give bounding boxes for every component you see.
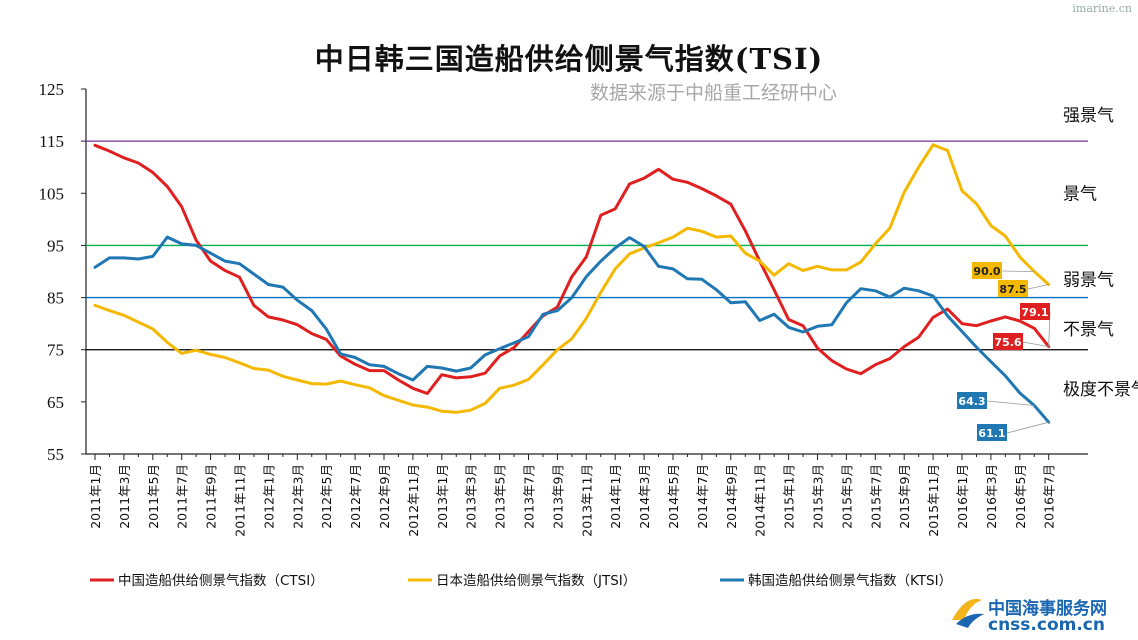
data-label-box	[977, 424, 1007, 441]
series-line-0	[93, 143, 1051, 395]
x-tick-label: 2016年1月	[955, 464, 970, 529]
zone-label: 极度不景气	[1063, 380, 1138, 400]
data-label: 90.0	[973, 265, 1000, 278]
x-tick-label: 2011年5月	[146, 464, 161, 529]
data-label-leader	[1022, 341, 1049, 347]
x-tick-label: 2013年11月	[579, 464, 594, 537]
legend-label: 韩国造船供给侧景气指数（KTSI）	[748, 573, 952, 589]
x-tick-label: 2013年1月	[435, 464, 450, 529]
brand-name: 中国海事服务网	[988, 599, 1107, 619]
x-tick-label: 2014年5月	[666, 464, 681, 529]
brand-logo-icon	[952, 598, 984, 628]
data-label-box	[1020, 303, 1050, 320]
zone-label: 弱景气	[1063, 270, 1114, 290]
y-tick-label: 105	[39, 184, 65, 203]
y-tick-label: 75	[47, 341, 64, 360]
x-tick-label: 2015年1月	[782, 464, 797, 529]
x-tick-label: 2013年9月	[550, 464, 565, 529]
x-tick-label: 2015年11月	[926, 464, 941, 537]
data-label-box	[957, 392, 987, 409]
data-label-box	[998, 280, 1028, 297]
x-tick-label: 2016年7月	[1042, 464, 1057, 529]
data-label-box	[993, 333, 1023, 350]
zone-label: 强景气	[1063, 106, 1114, 126]
x-tick-label: 2012年1月	[261, 464, 276, 529]
x-tick-label: 2015年7月	[868, 464, 883, 529]
data-label: 79.1	[1021, 306, 1048, 319]
data-label-leader	[1006, 421, 1049, 434]
x-tick-label: 2011年1月	[88, 464, 103, 529]
legend-label: 日本造船供给侧景气指数（JTSI）	[436, 573, 636, 589]
data-label: 87.5	[999, 283, 1026, 296]
x-tick-label: 2015年3月	[811, 464, 826, 529]
x-tick-label: 2014年7月	[695, 464, 710, 529]
x-tick-label: 2014年9月	[724, 464, 739, 529]
x-tick-label: 2012年7月	[348, 464, 363, 529]
brand-url: cnss.com.cn	[988, 615, 1105, 635]
series-line-1	[93, 143, 1051, 414]
x-tick-label: 2013年7月	[522, 464, 537, 529]
x-tick-label: 2016年5月	[1013, 464, 1028, 529]
x-tick-label: 2015年9月	[897, 464, 912, 529]
y-tick-label: 125	[39, 80, 65, 99]
x-tick-label: 2014年11月	[753, 464, 768, 537]
data-label: 64.3	[958, 395, 985, 408]
x-tick-label: 2014年3月	[637, 464, 652, 529]
brand-block: 中国海事服务网 cnss.com.cn	[948, 588, 1138, 640]
x-tick-label: 2011年3月	[117, 464, 132, 529]
y-tick-label: 115	[39, 132, 64, 151]
chart-subtitle: 数据来源于中船重工经研中心	[590, 82, 838, 104]
y-tick-label: 55	[47, 445, 64, 464]
chart-title: 中日韩三国造船供给侧景气指数(TSI)	[314, 42, 824, 76]
data-label-leader	[986, 400, 1035, 406]
y-tick-label: 65	[47, 393, 64, 412]
data-label-leader	[1027, 284, 1049, 290]
x-tick-label: 2011年7月	[175, 464, 190, 529]
x-tick-label: 2016年3月	[984, 464, 999, 529]
x-tick-label: 2015年5月	[839, 464, 854, 529]
zone-label: 景气	[1063, 184, 1097, 204]
y-tick-label: 85	[47, 289, 64, 308]
legend-label: 中国造船供给侧景气指数（CTSI）	[118, 573, 324, 589]
x-tick-label: 2013年5月	[493, 464, 508, 529]
data-label: 75.6	[994, 336, 1021, 349]
y-tick-label: 95	[47, 236, 64, 255]
x-tick-label: 2014年1月	[608, 464, 623, 529]
x-tick-label: 2012年3月	[290, 464, 305, 529]
x-tick-label: 2012年5月	[319, 464, 334, 529]
x-tick-label: 2011年11月	[233, 464, 248, 537]
x-tick-label: 2012年9月	[377, 464, 392, 529]
data-label-box	[972, 262, 1002, 279]
series-line-2	[93, 235, 1051, 424]
data-label-leader	[1001, 270, 1035, 272]
x-tick-label: 2013年3月	[464, 464, 479, 529]
x-tick-label: 2011年9月	[204, 464, 219, 529]
watermark-text: imarine.cn	[1072, 2, 1132, 15]
x-tick-label: 2012年11月	[406, 464, 421, 537]
data-label: 61.1	[978, 427, 1005, 440]
zone-label: 不景气	[1063, 320, 1114, 340]
